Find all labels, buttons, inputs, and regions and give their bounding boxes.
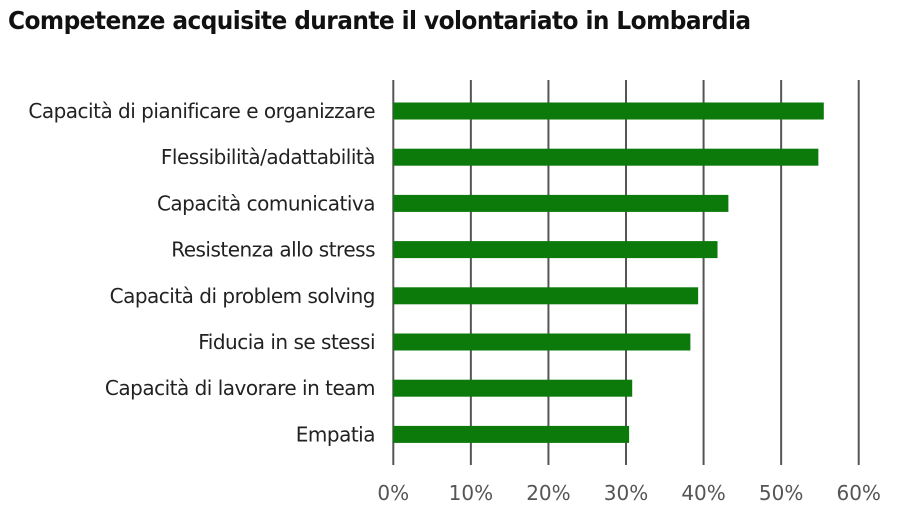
bar (393, 241, 718, 259)
bar (393, 425, 630, 443)
bar (393, 333, 691, 351)
x-tick-label: 0% (377, 481, 409, 505)
bar (393, 194, 729, 212)
bar (393, 148, 819, 166)
category-label: Fiducia in se stessi (198, 330, 375, 354)
category-label: Capacità comunicativa (157, 191, 375, 215)
category-label: Resistenza allo stress (171, 238, 375, 262)
category-label: Capacità di pianificare e organizzare (28, 99, 375, 123)
x-tick-label: 60% (836, 481, 880, 505)
x-tick-label: 50% (759, 481, 803, 505)
x-tick-label: 30% (604, 481, 648, 505)
x-tick-label: 10% (449, 481, 493, 505)
x-tick-label: 40% (681, 481, 725, 505)
category-label: Flessibilità/adattabilità (161, 145, 375, 169)
bar (393, 379, 633, 397)
category-label: Empatia (296, 422, 375, 446)
category-label: Capacità di problem solving (110, 284, 375, 308)
chart-title: Competenze acquisite durante il volontar… (8, 6, 751, 35)
bar (393, 102, 824, 120)
bar (393, 287, 699, 305)
category-label: Capacità di lavorare in team (105, 376, 375, 400)
x-tick-label: 20% (526, 481, 570, 505)
